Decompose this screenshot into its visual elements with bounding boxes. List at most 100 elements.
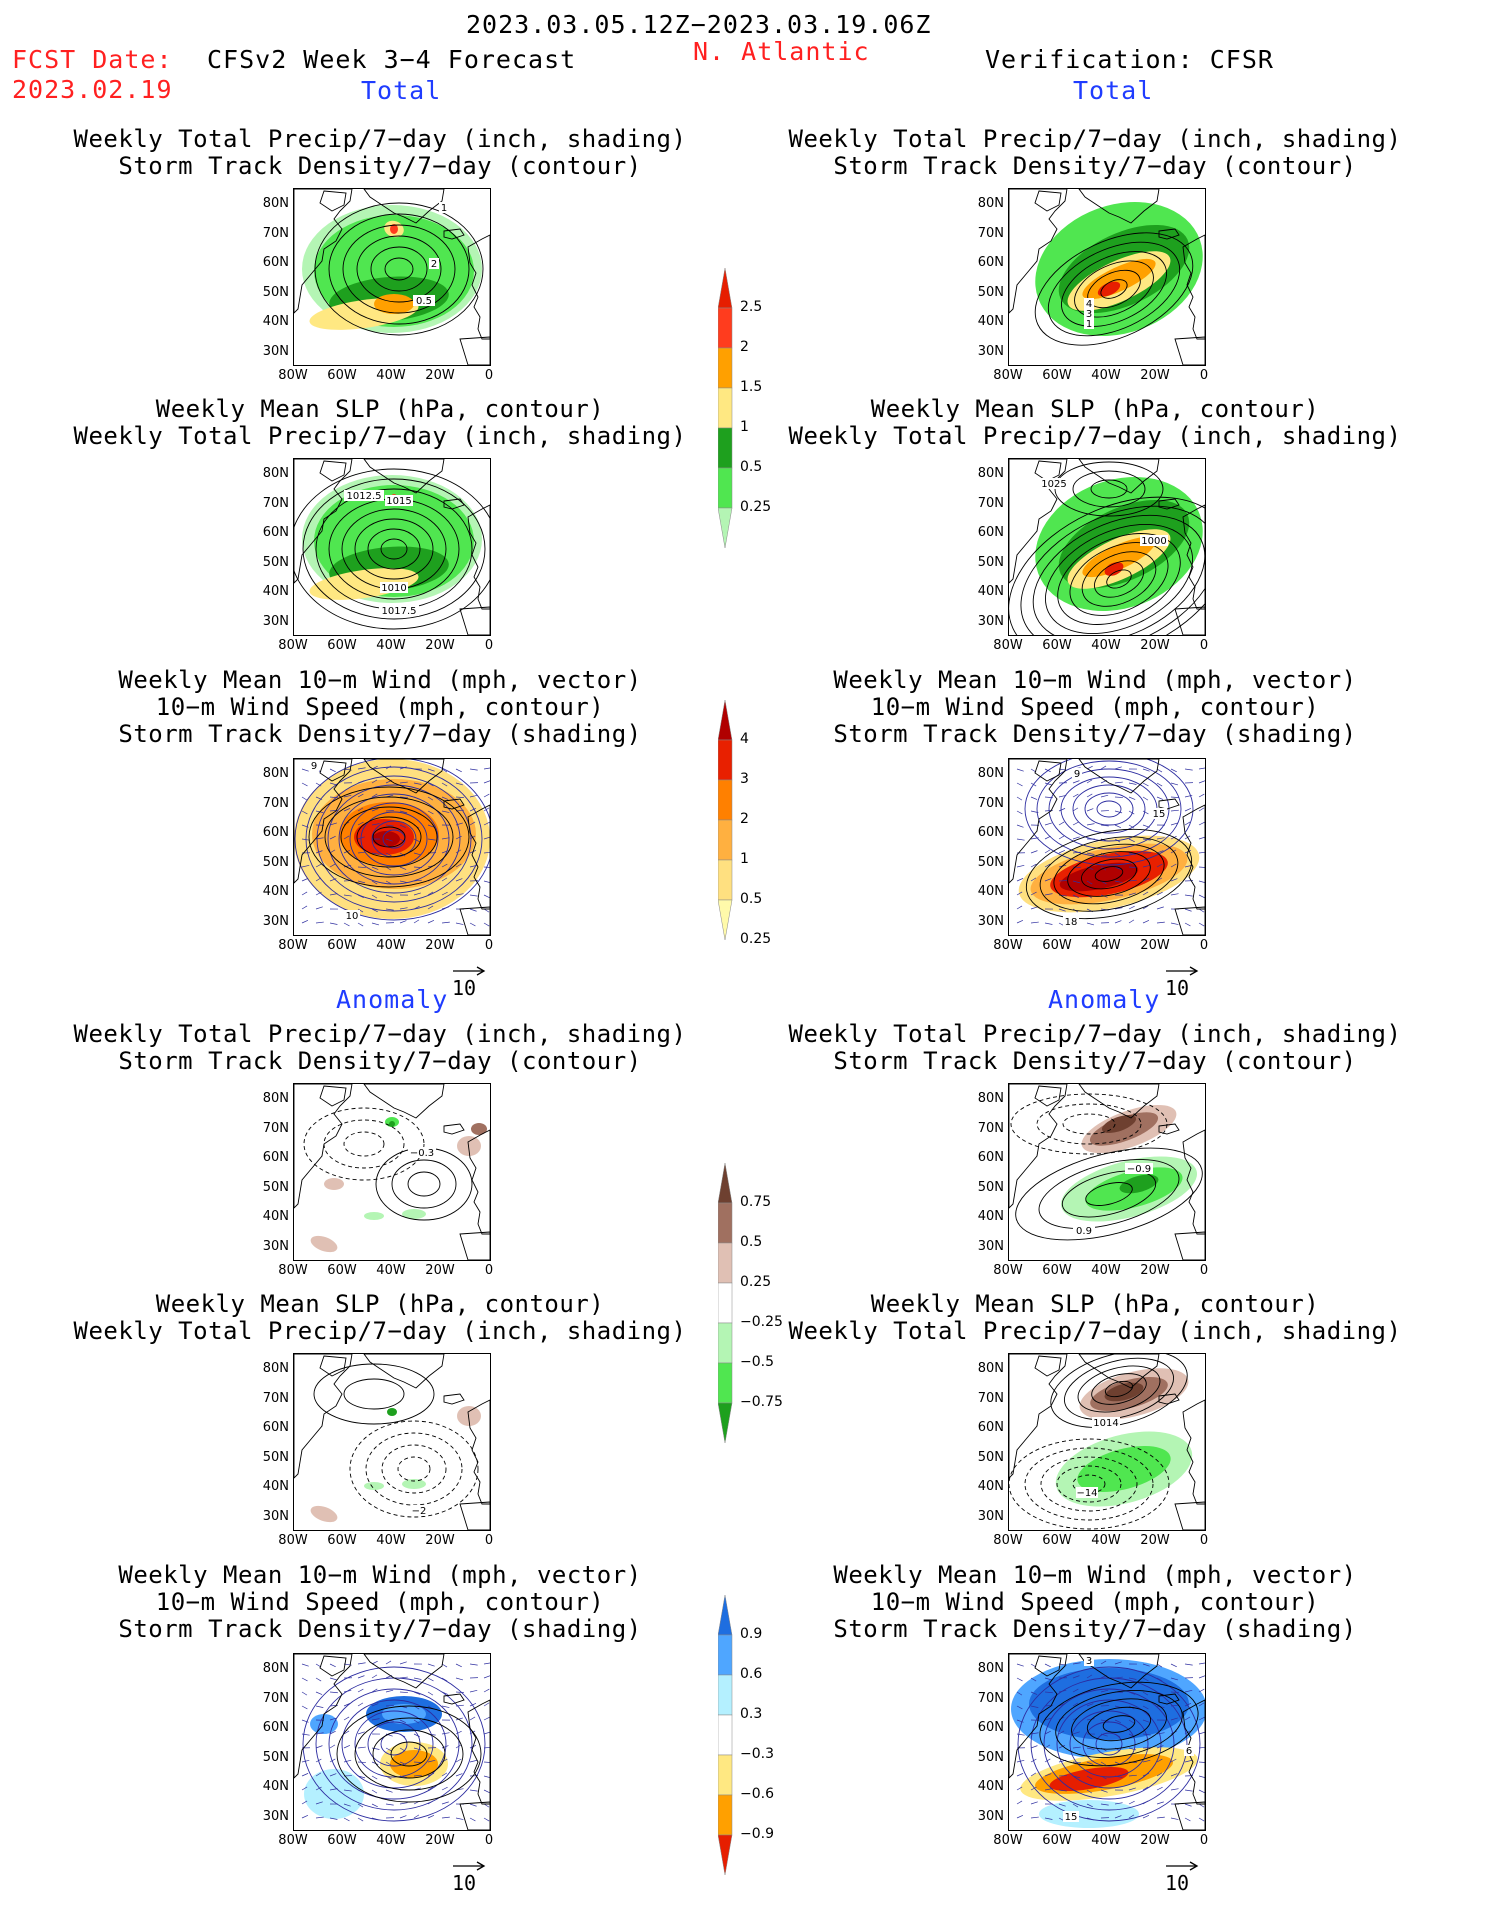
svg-text:1000: 1000: [1141, 536, 1166, 547]
wind-vector: [1156, 1758, 1163, 1763]
lon-tick-label: 80W: [278, 638, 308, 653]
wind-vector: [469, 808, 477, 812]
wind-vector: [413, 796, 421, 800]
coastline-nam: [294, 759, 353, 884]
wind-vector: [329, 1691, 338, 1694]
wind-vector: [315, 837, 324, 840]
shade-region: [402, 1479, 426, 1489]
wind-vector: [343, 794, 352, 798]
wind-vector: [469, 922, 476, 927]
coastline-iceland: [443, 228, 465, 240]
wind-vector: [427, 810, 434, 815]
wind-vector: [1072, 1789, 1079, 1794]
wind-vector: [1114, 1802, 1123, 1805]
wind-vector: [343, 922, 350, 927]
contour-line: [391, 1159, 457, 1209]
coastline-greenland: [363, 1654, 445, 1689]
svg-text:10: 10: [346, 911, 359, 922]
wind-vector: [1128, 892, 1136, 896]
wind-vector: [1044, 1773, 1052, 1777]
colorbar-anom-storm: 0.9 0.6 0.3 −0.3 −0.6 −0.9: [717, 1594, 778, 1889]
wind-vector: [1198, 880, 1205, 884]
wind-vector: [1156, 877, 1163, 882]
lat-tick-label: 60N: [262, 255, 289, 270]
coastline-iceland: [1158, 498, 1180, 510]
wind-vector: [1072, 836, 1080, 840]
wind-vector: [483, 1789, 490, 1794]
wind-vector: [1128, 1719, 1135, 1724]
wind-vector: [1030, 1677, 1037, 1682]
wind-vector: [455, 1704, 464, 1707]
contour-line: [1057, 533, 1181, 625]
lon-tick-label: 20W: [425, 368, 455, 383]
wind-vector: [441, 1816, 450, 1819]
vector-ref-fcst-total: 10: [452, 958, 486, 1000]
svg-text:−0.9: −0.9: [1127, 1164, 1151, 1175]
contour-line: [1074, 260, 1154, 318]
contour-label: 9: [1072, 768, 1082, 780]
wind-vector: [483, 1716, 490, 1721]
coastline-africa: [1174, 1801, 1205, 1830]
contour-label: −0.3: [408, 1147, 436, 1159]
wind-vector: [483, 821, 490, 826]
contour-line: [1024, 759, 1194, 866]
coastline-greenland: [363, 1084, 445, 1119]
wind-vector: [315, 1732, 324, 1735]
wind-vector: [455, 1677, 464, 1681]
wind-vector: [1086, 1747, 1095, 1750]
lat-tick-label: 70N: [977, 1120, 1004, 1136]
wind-vector: [329, 835, 336, 840]
contour-line: [343, 1378, 405, 1410]
wind-vector: [483, 894, 490, 899]
wind-vector: [301, 796, 308, 801]
wind-vector: [301, 1800, 308, 1805]
map-canvas: 1025 1000: [1009, 459, 1205, 635]
wind-vector: [1170, 1663, 1177, 1668]
lat-tick-label: 30N: [977, 343, 1004, 359]
coastline-iceland: [1158, 228, 1180, 240]
wind-vector: [1142, 1786, 1149, 1791]
contour-line: [1061, 1170, 1157, 1218]
wind-vector: [1072, 1775, 1081, 1779]
wind-vector: [1086, 922, 1095, 926]
contour-line: [1048, 768, 1170, 850]
wind-vector: [329, 922, 338, 925]
coastline-europe: [1182, 1399, 1205, 1505]
coastline-iceland: [443, 1123, 465, 1135]
wind-vector: [315, 891, 322, 896]
wind-vector: [1030, 1786, 1037, 1791]
lon-tick-label: 40W: [1091, 1263, 1121, 1278]
wind-vector: [301, 768, 309, 772]
wind-vector: [1016, 1705, 1023, 1710]
model-title: CFSv2 Week 3−4 Forecast: [207, 45, 577, 74]
wind-vector: [1156, 1663, 1163, 1668]
wind-vector: [469, 1703, 477, 1707]
contour-line: [323, 1119, 405, 1169]
wind-vector: [1100, 852, 1107, 857]
lat-tick-label: 40N: [977, 1479, 1004, 1494]
wind-vector: [399, 920, 407, 924]
wind-vector: [1044, 849, 1051, 854]
wind-vector: [1072, 880, 1081, 884]
contour-line: [308, 786, 470, 888]
contour-line: [372, 826, 406, 848]
coastline-africa: [459, 906, 490, 935]
lon-tick-label: 40W: [1091, 1533, 1121, 1548]
wind-vector: [1156, 837, 1165, 840]
wind-vector: [329, 1744, 336, 1749]
wind-vector: [399, 1802, 408, 1805]
wind-vector: [1016, 810, 1023, 815]
wind-vector: [1184, 1689, 1193, 1693]
wind-vector: [301, 1663, 309, 1667]
contour-line: [349, 1420, 479, 1518]
wind-vector: [469, 1803, 477, 1807]
wind-vector: [329, 1730, 336, 1735]
wind-vector: [1156, 1691, 1164, 1695]
wind-vector: [1058, 908, 1066, 912]
wind-vector: [1198, 1746, 1205, 1749]
lat-tick-label: 60N: [262, 1420, 289, 1435]
wind-vector: [1114, 852, 1121, 857]
wind-vector: [441, 1745, 449, 1749]
wind-vector: [1184, 1789, 1193, 1792]
svg-text:−14: −14: [1076, 1488, 1097, 1499]
